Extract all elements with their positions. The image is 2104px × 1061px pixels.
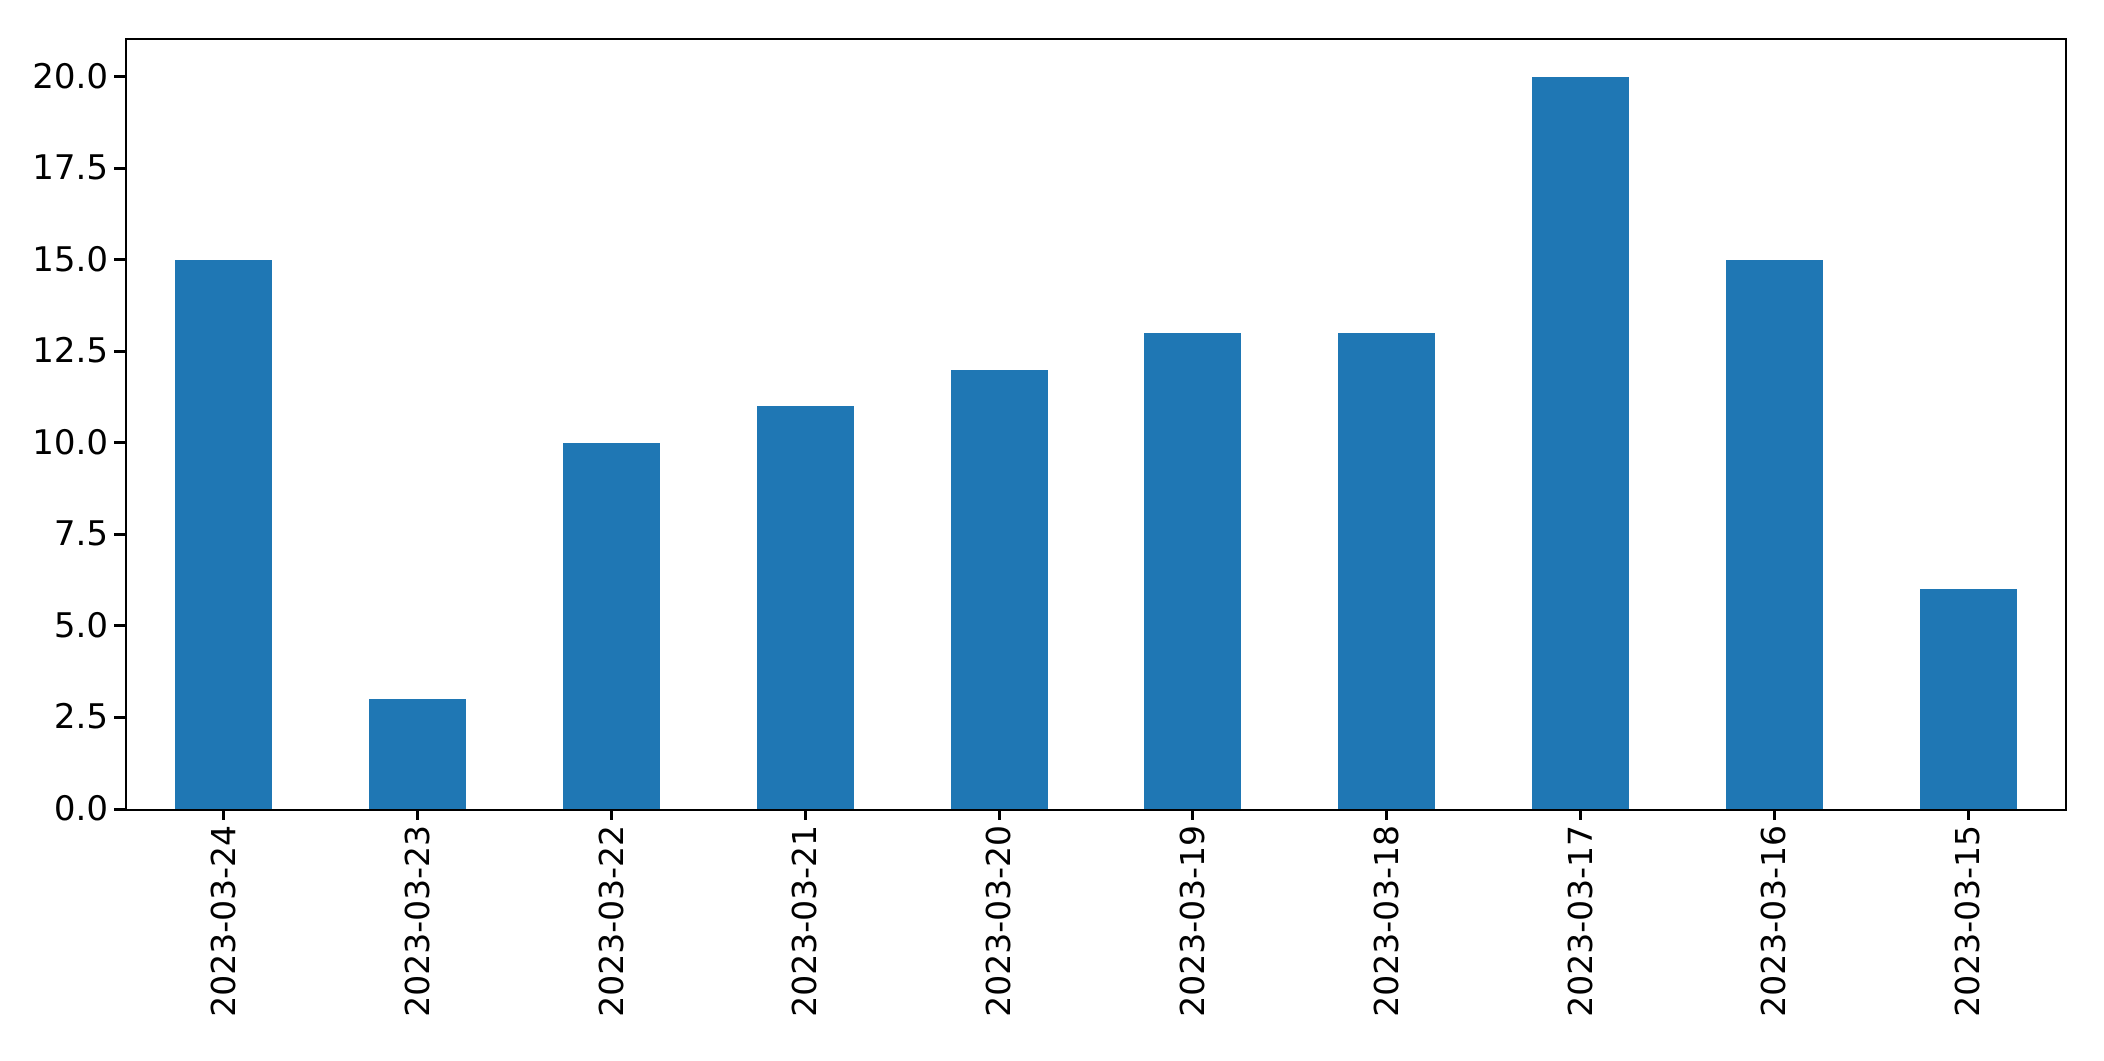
bar-2023-03-17 [1532, 76, 1629, 809]
y-tick-label-0.0: 0.0 [53, 789, 108, 829]
y-tick-label-20.0: 20.0 [32, 56, 108, 97]
x-tick-mark-2023-03-19 [1191, 811, 1195, 820]
y-tick-mark-15.0 [114, 258, 125, 262]
x-tick-label-2023-03-24: 2023-03-24 [203, 825, 243, 1017]
y-tick-mark-5.0 [114, 624, 125, 628]
x-tick-label-2023-03-18: 2023-03-18 [1366, 825, 1406, 1017]
y-tick-label-17.5: 17.5 [32, 148, 108, 189]
x-tick-mark-2023-03-24 [222, 811, 226, 820]
x-tick-label-2023-03-19: 2023-03-19 [1172, 825, 1212, 1017]
x-tick-mark-2023-03-23 [416, 811, 420, 820]
bar-2023-03-18 [1338, 332, 1436, 809]
bar-2023-03-21 [756, 406, 854, 809]
y-tick-label-7.5: 7.5 [53, 514, 108, 555]
x-tick-label-2023-03-22: 2023-03-22 [591, 825, 631, 1017]
x-tick-mark-2023-03-20 [997, 811, 1001, 820]
y-tick-mark-0.0 [114, 807, 125, 811]
y-tick-mark-20.0 [114, 75, 125, 79]
y-tick-mark-10.0 [114, 441, 125, 445]
x-tick-mark-2023-03-17 [1579, 811, 1582, 820]
x-tick-label-2023-03-16: 2023-03-16 [1754, 825, 1794, 1017]
x-tick-label-2023-03-23: 2023-03-23 [397, 825, 437, 1017]
bar-2023-03-20 [950, 369, 1048, 809]
y-tick-label-10.0: 10.0 [32, 422, 108, 463]
x-tick-mark-2023-03-18 [1385, 811, 1389, 820]
y-tick-mark-17.5 [114, 166, 125, 170]
y-tick-mark-2.5 [114, 715, 125, 719]
y-tick-mark-7.5 [114, 532, 125, 536]
y-tick-label-12.5: 12.5 [32, 331, 108, 372]
x-tick-mark-2023-03-16 [1772, 811, 1776, 820]
bar-2023-03-19 [1144, 332, 1242, 809]
x-tick-mark-2023-03-15 [1966, 811, 1970, 820]
bar-2023-03-23 [369, 699, 467, 809]
x-tick-mark-2023-03-22 [610, 811, 613, 820]
plot-area [125, 38, 2067, 811]
bar-2023-03-15 [1919, 589, 2017, 809]
y-tick-label-5.0: 5.0 [53, 605, 108, 646]
x-tick-label-2023-03-20: 2023-03-20 [979, 825, 1019, 1017]
bar-2023-03-24 [175, 259, 273, 809]
x-tick-label-2023-03-15: 2023-03-15 [1948, 825, 1988, 1017]
x-tick-label-2023-03-21: 2023-03-21 [785, 825, 825, 1017]
x-tick-mark-2023-03-21 [803, 811, 807, 820]
y-tick-mark-12.5 [114, 349, 125, 353]
bar-2023-03-22 [563, 442, 660, 809]
y-tick-label-15.0: 15.0 [32, 239, 108, 280]
y-tick-label-2.5: 2.5 [53, 697, 108, 738]
bar-2023-03-16 [1725, 259, 1823, 809]
x-tick-label-2023-03-17: 2023-03-17 [1560, 825, 1600, 1017]
